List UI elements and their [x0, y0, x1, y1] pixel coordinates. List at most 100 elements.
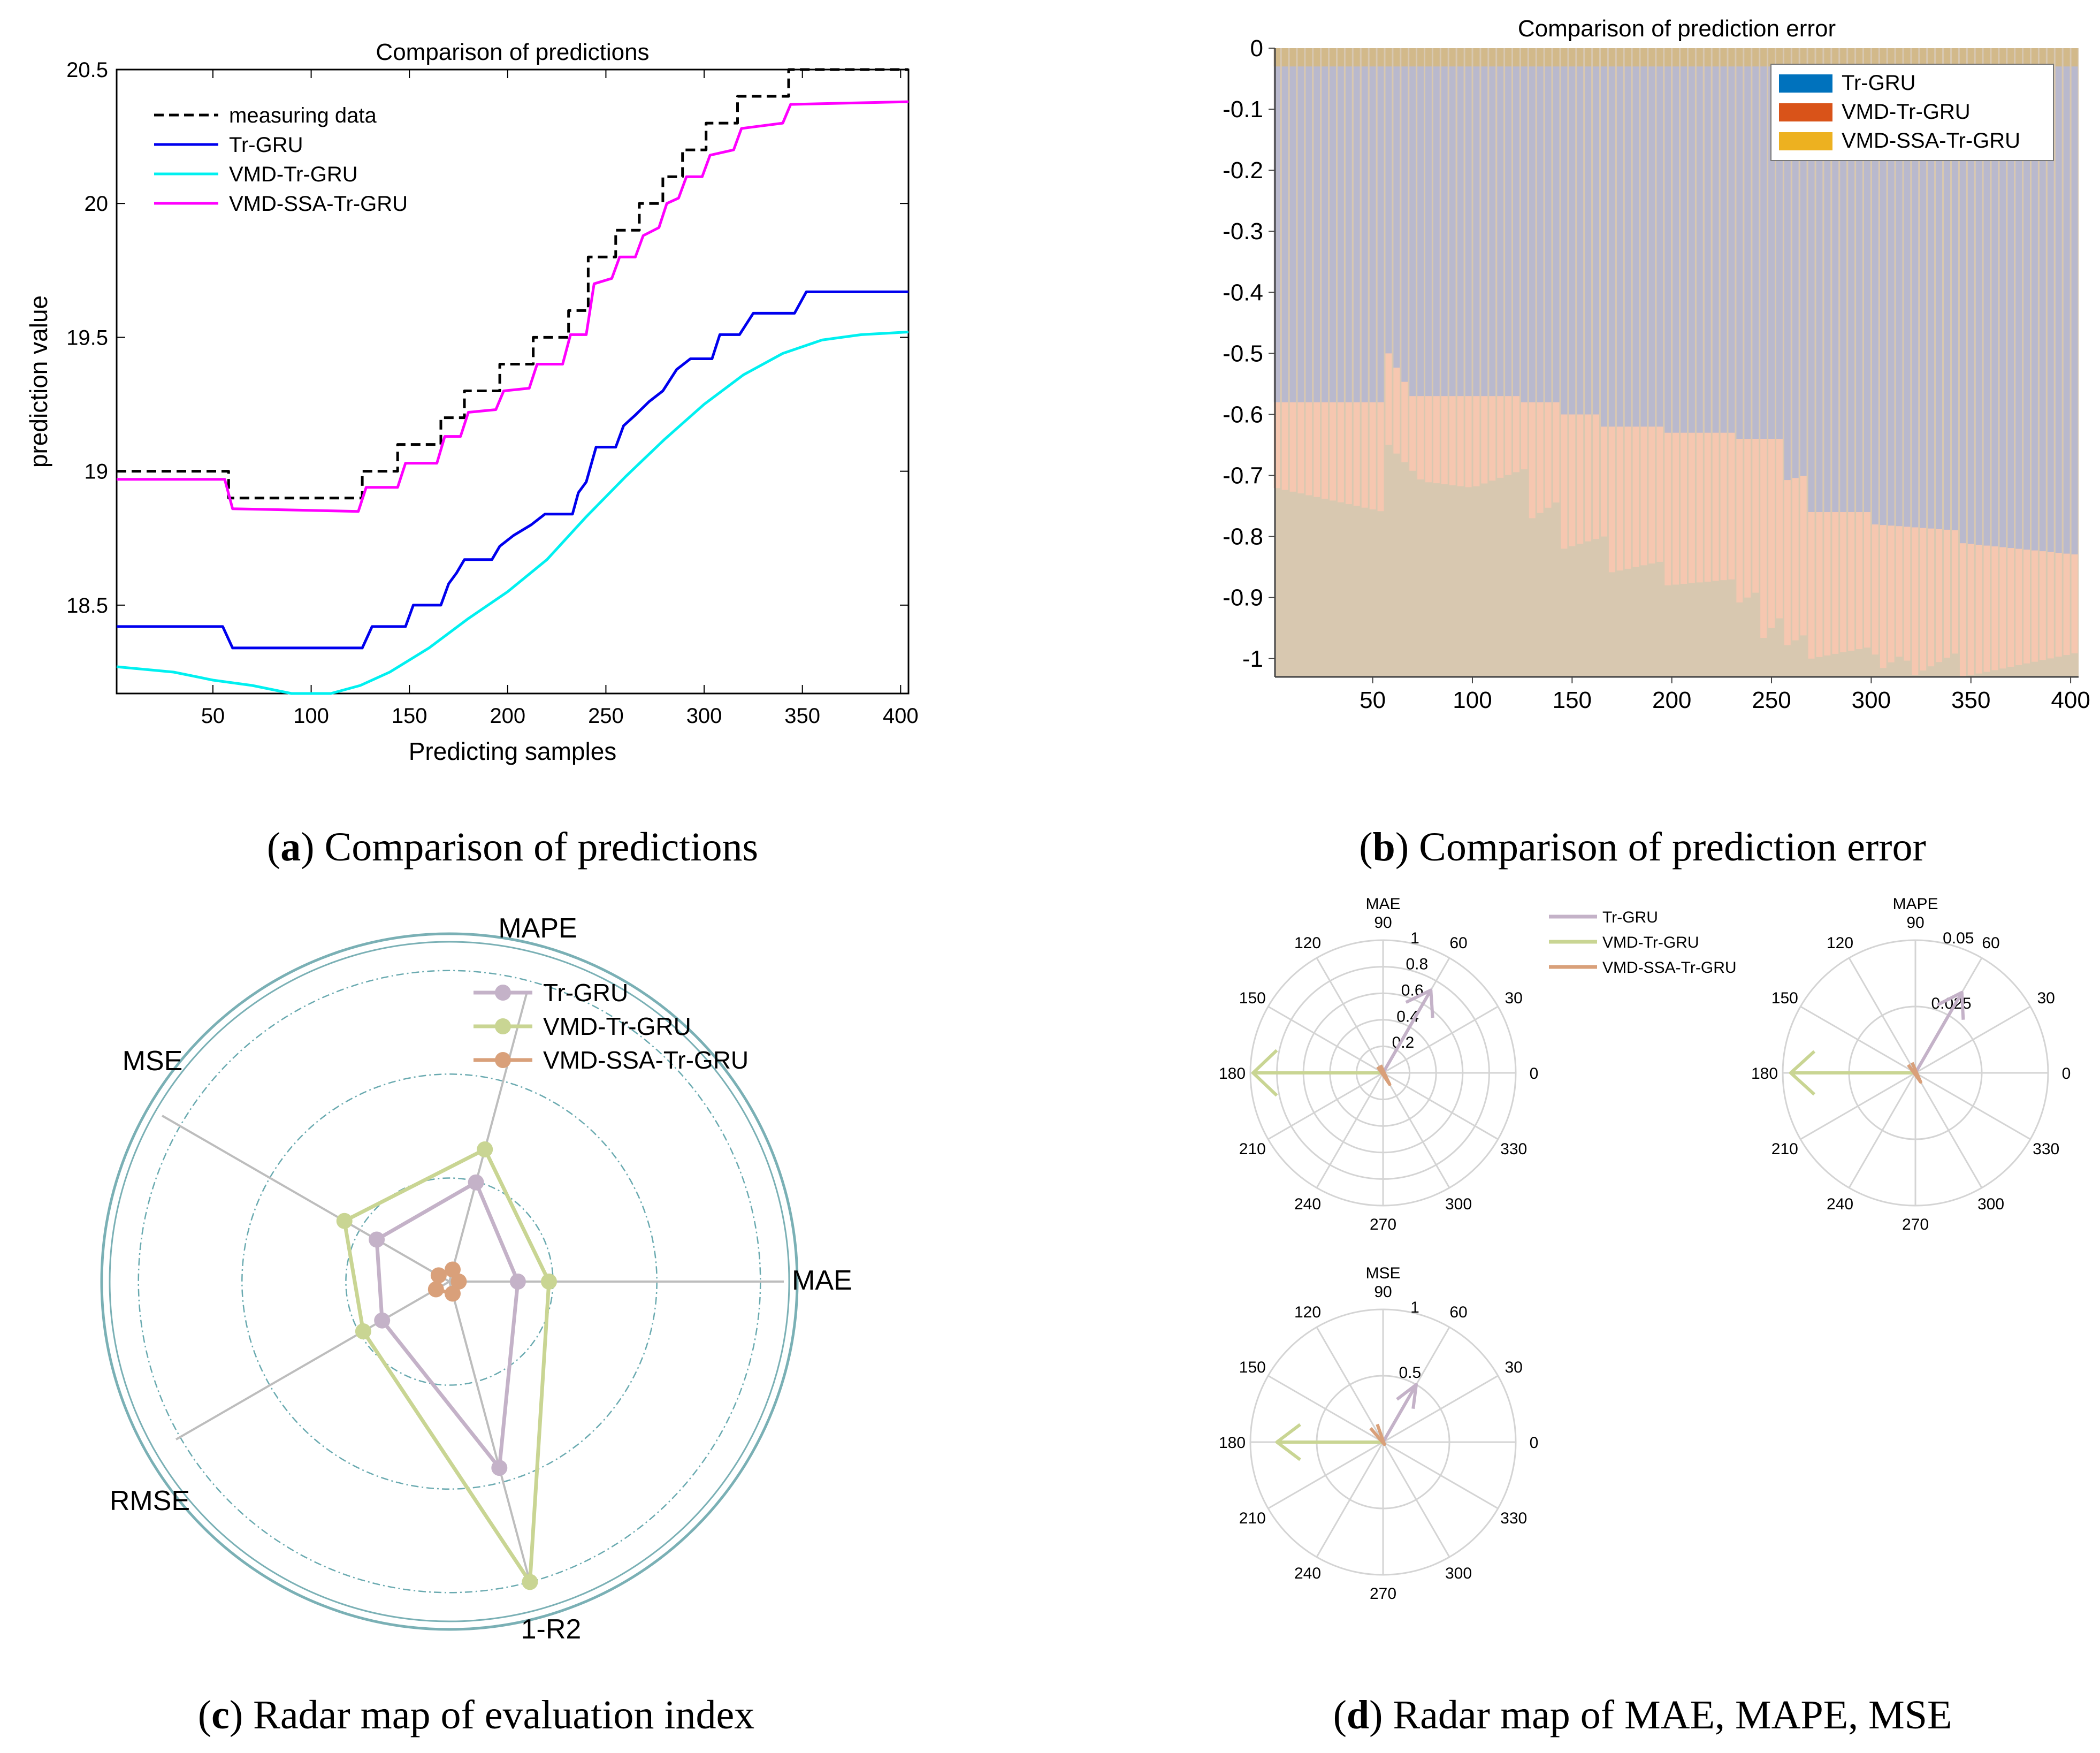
polar-radial-label: 0.05 — [1943, 929, 1974, 947]
polar-angle-label: 120 — [1294, 934, 1321, 952]
bar-vmd-ssa-tr-gru — [1433, 48, 1440, 67]
bar-vmd-ssa-tr-gru — [1385, 48, 1392, 67]
bar-vmd-ssa-tr-gru — [2071, 48, 2078, 67]
bar-tr-gru — [1959, 48, 1966, 544]
polar-radial-label: 0.8 — [1406, 956, 1429, 973]
bar-tr-gru — [1361, 48, 1368, 402]
radar-outer-ring — [100, 932, 799, 1631]
bar-vmd-ssa-tr-gru — [1314, 48, 1320, 67]
bar-vmd-ssa-tr-gru — [1481, 48, 1488, 67]
polar-angle-label: 90 — [1374, 1283, 1392, 1301]
series-vmd-tr-gru — [116, 330, 909, 695]
bar-tr-gru — [1944, 48, 1950, 530]
bar-vmd-ssa-tr-gru — [1736, 48, 1743, 67]
legend-label-vmd-ssa-tr-gru: VMD-SSA-Tr-GRU — [1842, 129, 2020, 153]
bar-tr-gru — [1975, 48, 1982, 545]
polar-arrowhead-tr-gru — [1936, 990, 1965, 1020]
polar-angle-label: 270 — [1370, 1585, 1396, 1603]
bar-tr-gru — [1768, 48, 1775, 439]
polar-angle-label: 90 — [1906, 914, 1924, 932]
bar-vmd-ssa-tr-gru — [1577, 48, 1584, 67]
x-tick-label: 250 — [588, 704, 624, 728]
bar-vmd-ssa-tr-gru — [2055, 48, 2062, 67]
y-tick-label: 0 — [1250, 35, 1263, 62]
bar-tr-gru — [1273, 48, 1280, 402]
panel-b-bars — [1273, 48, 2078, 677]
bar-tr-gru — [2032, 48, 2038, 551]
bar-tr-gru — [1681, 48, 1687, 433]
bar-vmd-ssa-tr-gru — [1601, 48, 1607, 67]
bar-vmd-ssa-tr-gru — [1338, 48, 1344, 67]
panel-b-title: Comparison of prediction error — [1518, 16, 1836, 42]
series-measuring-data — [117, 68, 908, 500]
bar-tr-gru — [1425, 48, 1432, 397]
caption-a: (a) Comparison of predictions — [267, 825, 758, 870]
x-tick-label: 400 — [883, 704, 919, 728]
bar-vmd-ssa-tr-gru — [1393, 48, 1400, 67]
bar-tr-gru — [1305, 48, 1312, 402]
radar-legend-label-vmd-ssa-tr-gru: VMD-SSA-Tr-GRU — [543, 1046, 749, 1074]
bar-vmd-ssa-tr-gru — [1856, 48, 1862, 67]
bar-tr-gru — [1983, 48, 1990, 546]
polar-angle-label: 150 — [1239, 989, 1266, 1007]
bar-vmd-ssa-tr-gru — [1624, 48, 1631, 67]
x-tick-label: 100 — [1453, 687, 1492, 713]
bar-tr-gru — [1385, 48, 1392, 354]
bar-tr-gru — [1608, 48, 1615, 427]
bar-tr-gru — [1545, 48, 1552, 402]
polar-angle-label: 0 — [1530, 1434, 1539, 1452]
polar-angle-label: 30 — [1505, 989, 1523, 1007]
caption-d-text: ) Radar map of MAE, MAPE, MSE — [1369, 1693, 1952, 1737]
radar-outer-ring — [109, 941, 790, 1622]
radar-point-vmd-tr-gru — [522, 1574, 538, 1590]
bar-vmd-ssa-tr-gru — [1640, 48, 1647, 67]
polar-radial-label: 1 — [1410, 929, 1419, 947]
bar-tr-gru — [1840, 48, 1847, 512]
polar-angle-label: 300 — [1977, 1195, 2004, 1213]
caption-c-text: ) Radar map of evaluation index — [230, 1693, 754, 1737]
caption-d: (d) Radar map of MAE, MAPE, MSE — [1333, 1693, 1952, 1737]
radar-point-tr-gru — [374, 1312, 391, 1329]
polar-angle-label: 180 — [1219, 1065, 1246, 1083]
bar-vmd-ssa-tr-gru — [1377, 48, 1384, 67]
bar-vmd-ssa-tr-gru — [1776, 48, 1783, 67]
polar-angle-label: 270 — [1370, 1216, 1396, 1233]
y-tick-label: -0.6 — [1223, 401, 1263, 428]
bar-vmd-ssa-tr-gru — [1281, 48, 1288, 67]
radar-point-vmd-ssa-tr-gru — [427, 1281, 444, 1298]
bar-vmd-ssa-tr-gru — [1689, 48, 1695, 67]
bar-vmd-ssa-tr-gru — [1696, 48, 1703, 67]
bar-tr-gru — [1393, 48, 1400, 368]
bar-tr-gru — [1553, 48, 1560, 402]
polar-title: MAE — [1365, 895, 1400, 913]
y-tick-label: 18.5 — [66, 594, 108, 618]
bar-tr-gru — [1991, 48, 1998, 547]
bar-vmd-ssa-tr-gru — [1880, 48, 1887, 67]
legend-label-vmd-tr-gru: VMD-Tr-GRU — [1842, 100, 1971, 124]
bar-vmd-ssa-tr-gru — [1593, 48, 1599, 67]
bar-vmd-ssa-tr-gru — [1959, 48, 1966, 67]
panel-b-error-chart: Comparison of prediction error 50 100 150 2… — [1223, 16, 2090, 713]
bar-tr-gru — [1529, 48, 1536, 402]
bar-tr-gru — [1704, 48, 1711, 433]
panel-b-legend: Tr-GRU VMD-Tr-GRU VMD-SSA-Tr-GRU — [1770, 64, 2054, 161]
bar-vmd-ssa-tr-gru — [1888, 48, 1895, 67]
bar-tr-gru — [1848, 48, 1855, 512]
bar-vmd-ssa-tr-gru — [1704, 48, 1711, 67]
bar-tr-gru — [1449, 48, 1456, 397]
bar-vmd-ssa-tr-gru — [1848, 48, 1855, 67]
x-tick-label: 350 — [1951, 687, 1990, 713]
bar-vmd-ssa-tr-gru — [1864, 48, 1870, 67]
bar-vmd-ssa-tr-gru — [1800, 48, 1807, 67]
bar-tr-gru — [2039, 48, 2046, 552]
legend-label-tr-gru: Tr-GRU — [229, 133, 303, 157]
bar-vmd-ssa-tr-gru — [1608, 48, 1615, 67]
bar-vmd-ssa-tr-gru — [1345, 48, 1352, 67]
y-tick-label: -0.7 — [1223, 463, 1263, 489]
bar-tr-gru — [1314, 48, 1320, 402]
y-tick-label: -0.9 — [1223, 585, 1263, 611]
bar-vmd-ssa-tr-gru — [1497, 48, 1504, 67]
bar-vmd-ssa-tr-gru — [1872, 48, 1878, 67]
x-tick-label: 100 — [293, 704, 329, 728]
